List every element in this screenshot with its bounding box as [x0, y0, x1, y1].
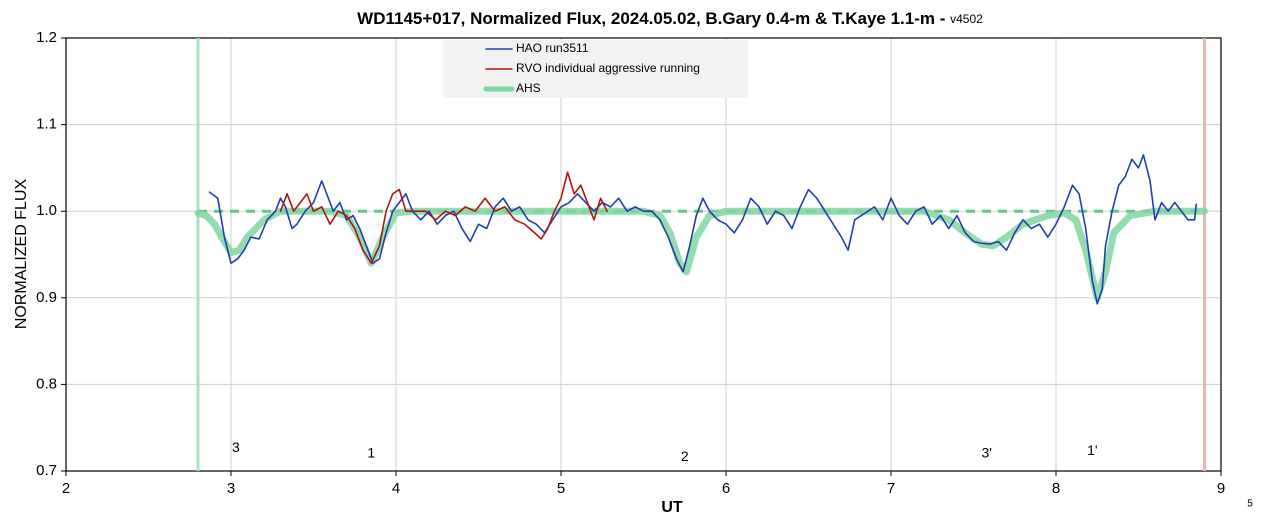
x-tick-label: 2 [62, 480, 70, 497]
annotation: 3' [981, 444, 991, 460]
annotation: 1' [1087, 442, 1097, 458]
chart-title: WD1145+017, Normalized Flux, 2024.05.02,… [357, 9, 983, 28]
y-tick-label: 0.7 [36, 462, 57, 479]
x-tick-label: 4 [392, 480, 400, 497]
x-tick-label: 9 [1217, 480, 1225, 497]
plot-frame [65, 37, 1222, 472]
legend-label: RVO individual aggressive running [516, 61, 700, 75]
series-line [208, 154, 1198, 305]
title-main: WD1145+017, Normalized Flux, 2024.05.02,… [357, 9, 950, 28]
x-tick-label: 8 [1052, 480, 1060, 497]
y-axis-label: NORMALIZED FLUX [13, 179, 30, 330]
y-tick-label: 1.1 [36, 116, 57, 133]
y-tick-label: 0.8 [36, 375, 57, 392]
series-line [194, 207, 1208, 302]
y-tick-label: 0.9 [36, 289, 57, 306]
legend: HAO run3511 RVO individual aggressive run… [443, 40, 748, 98]
x-tick-label: 5 [557, 480, 565, 497]
x-tick-label: 7 [887, 480, 895, 497]
y-tick-label: 1.2 [36, 29, 57, 46]
corner-note: 5 [1247, 499, 1253, 510]
annotation: 1 [367, 444, 375, 460]
annotation: 3 [232, 439, 240, 455]
legend-label: HAO run3511 [516, 41, 589, 55]
legend-label: AHS [516, 81, 541, 95]
series-line [279, 171, 608, 264]
annotation: 2 [681, 448, 689, 464]
x-tick-label: 3 [227, 480, 235, 497]
x-axis-label: UT [661, 499, 683, 516]
title-version: v4502 [950, 12, 983, 26]
x-tick-label: 6 [722, 480, 730, 497]
y-tick-label: 1.0 [36, 202, 57, 219]
